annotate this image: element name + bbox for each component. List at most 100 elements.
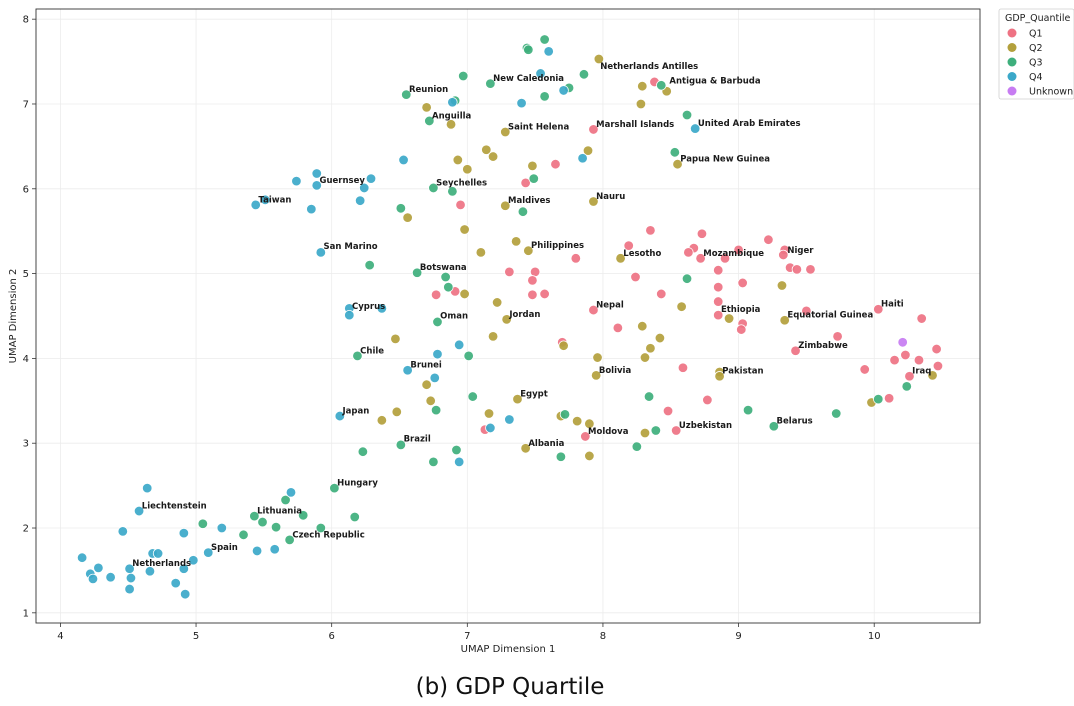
point-q4 xyxy=(87,573,99,585)
point-q3 xyxy=(517,206,529,217)
x-tick-label: 5 xyxy=(193,631,199,642)
point-label: Bolivia xyxy=(599,366,632,376)
point-q1 xyxy=(790,345,801,356)
point-q1 xyxy=(859,364,870,375)
legend-marker-q4 xyxy=(1007,72,1017,81)
point-q3 xyxy=(297,510,309,521)
point-q3 xyxy=(424,115,435,127)
point-q4 xyxy=(142,482,153,494)
point-q1 xyxy=(733,244,744,256)
point-q1 xyxy=(916,313,927,324)
point-q2 xyxy=(637,80,648,92)
axis-ticks: 4 5 6 7 8 9 10 1 2 3 4 5 6 7 8 xyxy=(23,15,881,642)
point-label: Ethiopia xyxy=(721,305,761,315)
point-label: Spain xyxy=(211,543,238,553)
point-label: Czech Republic xyxy=(292,530,364,540)
point-q2 xyxy=(491,297,503,308)
point-q4 xyxy=(558,85,569,96)
point-q2 xyxy=(459,288,470,300)
point-q4 xyxy=(285,487,297,498)
point-q4 xyxy=(306,203,317,215)
y-tick-label: 3 xyxy=(23,439,29,450)
legend-marker-q1 xyxy=(1007,28,1017,38)
point-label: Chile xyxy=(360,346,384,356)
point-q1 xyxy=(702,394,713,406)
point-q2 xyxy=(452,154,464,166)
point-q2 xyxy=(672,158,683,170)
point-q4 xyxy=(577,153,588,164)
point-label: Brazil xyxy=(404,435,431,445)
point-q2 xyxy=(402,212,413,223)
point-label: Seychelles xyxy=(436,178,487,188)
point-q3 xyxy=(249,510,260,522)
point-q1 xyxy=(570,253,582,264)
point-q3 xyxy=(485,78,496,89)
point-q2 xyxy=(571,415,583,427)
point-q2 xyxy=(475,247,487,258)
scatter-chart: 4 5 6 7 8 9 10 1 2 3 4 5 6 7 8 Netherlands Antilles Ant… xyxy=(8,8,1074,655)
point-q4 xyxy=(429,372,440,384)
y-tick-label: 2 xyxy=(23,524,29,535)
point-q4 xyxy=(105,572,116,583)
point-label: Marshall Islands xyxy=(596,120,674,130)
point-q3 xyxy=(395,439,407,451)
point-q2 xyxy=(592,352,603,363)
point-label: Nepal xyxy=(596,301,624,311)
point-label: Papua New Guinea xyxy=(680,155,770,165)
point-q3 xyxy=(458,70,469,82)
legend-marker-q2 xyxy=(1007,43,1017,52)
point-q3 xyxy=(578,69,590,80)
point-q2 xyxy=(615,253,626,264)
point-q2 xyxy=(421,379,432,390)
point-label: Oman xyxy=(440,312,468,322)
point-q3 xyxy=(428,456,439,468)
point-label: Japan xyxy=(342,407,370,417)
point-label: Equatorial Guinea xyxy=(787,311,873,321)
point-q1 xyxy=(630,271,641,283)
point-q1 xyxy=(683,247,694,258)
point-q3 xyxy=(901,381,912,392)
point-q3 xyxy=(539,34,550,45)
point-label: Cyprus xyxy=(352,302,385,312)
plot-frame xyxy=(35,8,981,624)
point-q3 xyxy=(411,267,423,278)
point-q4 xyxy=(543,46,554,57)
point-q4 xyxy=(291,175,302,187)
legend-label-q4: Q4 xyxy=(1029,72,1043,83)
point-label: Niger xyxy=(787,246,814,256)
point-q4 xyxy=(269,544,280,555)
point-q4 xyxy=(354,195,366,206)
x-tick-label: 8 xyxy=(600,631,606,642)
point-q2 xyxy=(645,343,656,354)
y-axis-title: UMAP Dimension 2 xyxy=(8,269,19,364)
point-q3 xyxy=(443,281,454,293)
point-q2 xyxy=(582,145,594,156)
legend: GDP_Quantile Q1 Q2 Q3 Q4 Unknown xyxy=(998,8,1074,100)
point-q4 xyxy=(117,526,129,537)
legend-marker-q3 xyxy=(1007,57,1017,67)
point-q3 xyxy=(357,446,369,457)
point-q3 xyxy=(349,511,360,523)
point-label: Uzbekistan xyxy=(679,421,732,431)
point-q4 xyxy=(516,97,527,109)
point-label: Reunion xyxy=(409,85,448,95)
x-tick-label: 6 xyxy=(328,631,334,642)
point-q1 xyxy=(791,264,803,275)
point-q3 xyxy=(523,44,534,55)
point-q4 xyxy=(432,348,443,360)
x-tick-label: 10 xyxy=(868,631,881,642)
point-q1 xyxy=(430,289,442,300)
point-q3 xyxy=(631,441,643,452)
point-q2 xyxy=(483,408,495,419)
point-q1 xyxy=(713,309,724,321)
y-tick-label: 8 xyxy=(23,15,29,26)
point-q3 xyxy=(768,421,780,432)
point-q2 xyxy=(512,393,523,405)
point-q3 xyxy=(315,522,327,534)
point-label: Philippines xyxy=(531,241,584,251)
point-label: Netherlands xyxy=(132,559,191,569)
point-q2 xyxy=(390,333,401,345)
point-q4 xyxy=(504,414,515,425)
point-q3 xyxy=(257,516,268,528)
point-q3 xyxy=(430,404,442,416)
